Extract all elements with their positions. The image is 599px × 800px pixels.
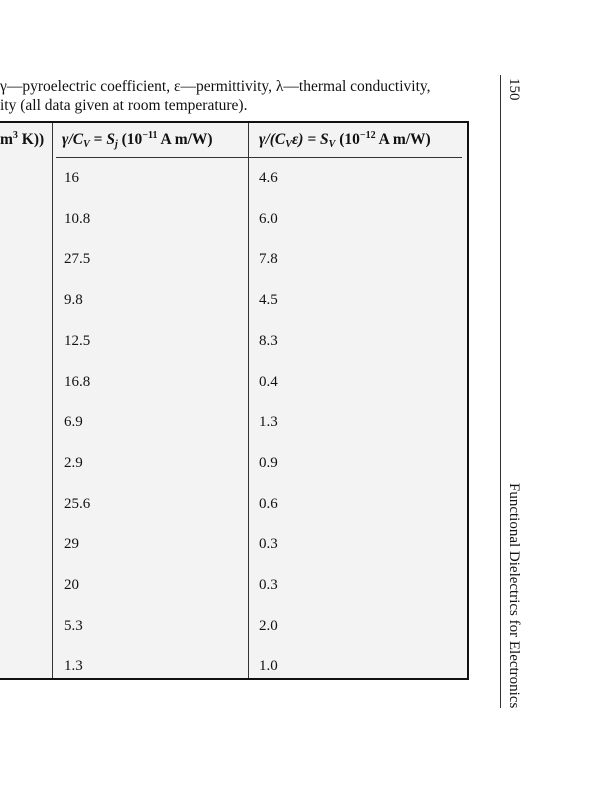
header-part: A m/W): [375, 131, 431, 148]
header-part: j: [114, 139, 118, 150]
header-part: K)): [17, 131, 45, 148]
table-cell: 20: [64, 577, 79, 593]
table-cell: 9.8: [64, 292, 83, 309]
table-cell: 2.9: [64, 454, 83, 471]
header-part: γ/(C: [259, 131, 286, 148]
header-part: (10: [335, 131, 360, 148]
table-cell: 1.0: [259, 658, 278, 675]
table-cell: 4.6: [259, 170, 278, 186]
table-cell: 12.5: [64, 332, 91, 349]
header-part: =: [89, 131, 107, 148]
table-cell: 6.9: [64, 414, 83, 431]
table-cell: 25.6: [64, 495, 91, 512]
header-part: m: [0, 131, 13, 148]
table-cell: 1.3: [259, 414, 278, 431]
header-rule: [56, 157, 462, 158]
table-cell: 6.0: [259, 210, 278, 227]
header-part: V: [83, 139, 90, 150]
table-cell: 0.3: [259, 536, 278, 553]
table: m3 K)) γ/CV = Sj (10−11 A m/W) γ/(CVε) =…: [0, 121, 469, 680]
table-cell: 8.3: [259, 332, 278, 349]
table-cell: 4.5: [259, 292, 278, 309]
column-divider: [248, 123, 249, 678]
header-part: S: [106, 131, 115, 148]
column-header: γ/(CVε) = SV (10−12 A m/W): [259, 130, 431, 150]
running-title: Functional Dielectrics for Electronics: [506, 483, 522, 709]
header-part: S: [320, 131, 329, 148]
table-cell: 1.3: [64, 658, 83, 675]
header-part: γ/C: [62, 131, 84, 148]
table-cell: 16.8: [64, 373, 91, 390]
column-divider: [52, 123, 53, 678]
table-cell: 27.5: [64, 251, 91, 268]
header-part: −12: [359, 130, 376, 141]
column-header: m3 K)): [0, 130, 44, 149]
header-part: A m/W): [157, 131, 213, 148]
table-cell: 29: [64, 536, 79, 553]
table-cell: 5.3: [64, 617, 83, 634]
header-part: V: [328, 139, 336, 150]
margin-rule: [500, 75, 501, 708]
table-cell: 10.8: [64, 210, 91, 227]
table-cell: 16: [64, 170, 79, 186]
table-cell: 0.3: [259, 577, 278, 593]
table-cell: 0.6: [259, 495, 278, 512]
table-cell: 2.0: [259, 617, 278, 634]
column-header: γ/CV = Sj (10−11 A m/W): [62, 130, 213, 150]
header-part: (10: [117, 131, 143, 148]
header-part: −11: [142, 130, 158, 141]
table-cell: 0.9: [259, 454, 278, 471]
header-part: 3: [12, 130, 18, 141]
table-cell: 0.4: [259, 373, 278, 390]
page-number: 150: [506, 78, 522, 101]
header-part: ε) =: [291, 131, 321, 148]
caption-line: ity (all data given at room temperature)…: [0, 97, 248, 114]
table-cell: 7.8: [259, 251, 278, 268]
caption-line: γ—pyroelectric coefficient, ε—permittivi…: [0, 78, 431, 95]
header-part: V: [285, 139, 292, 150]
